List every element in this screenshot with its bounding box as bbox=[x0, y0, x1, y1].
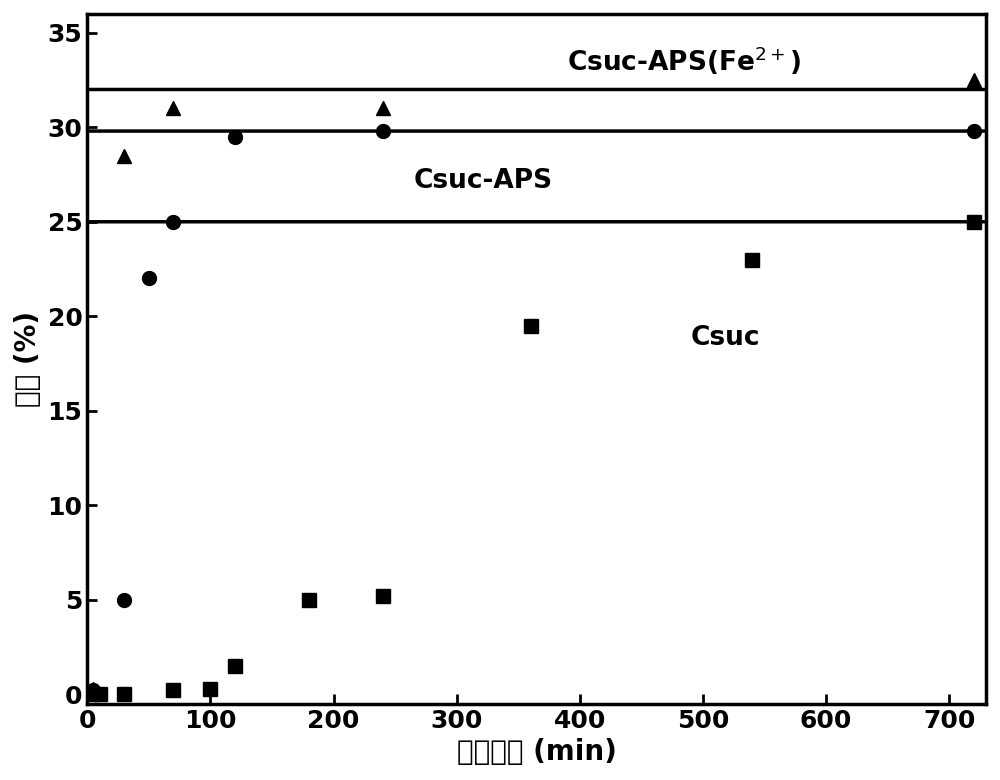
Y-axis label: 收率 (%): 收率 (%) bbox=[14, 310, 42, 407]
Text: Csuc-APS(Fe$^{2+}$): Csuc-APS(Fe$^{2+}$) bbox=[567, 44, 802, 76]
Text: Csuc: Csuc bbox=[691, 324, 760, 351]
X-axis label: 水热时间 (min): 水热时间 (min) bbox=[457, 738, 617, 766]
Text: Csuc-APS: Csuc-APS bbox=[414, 168, 553, 193]
